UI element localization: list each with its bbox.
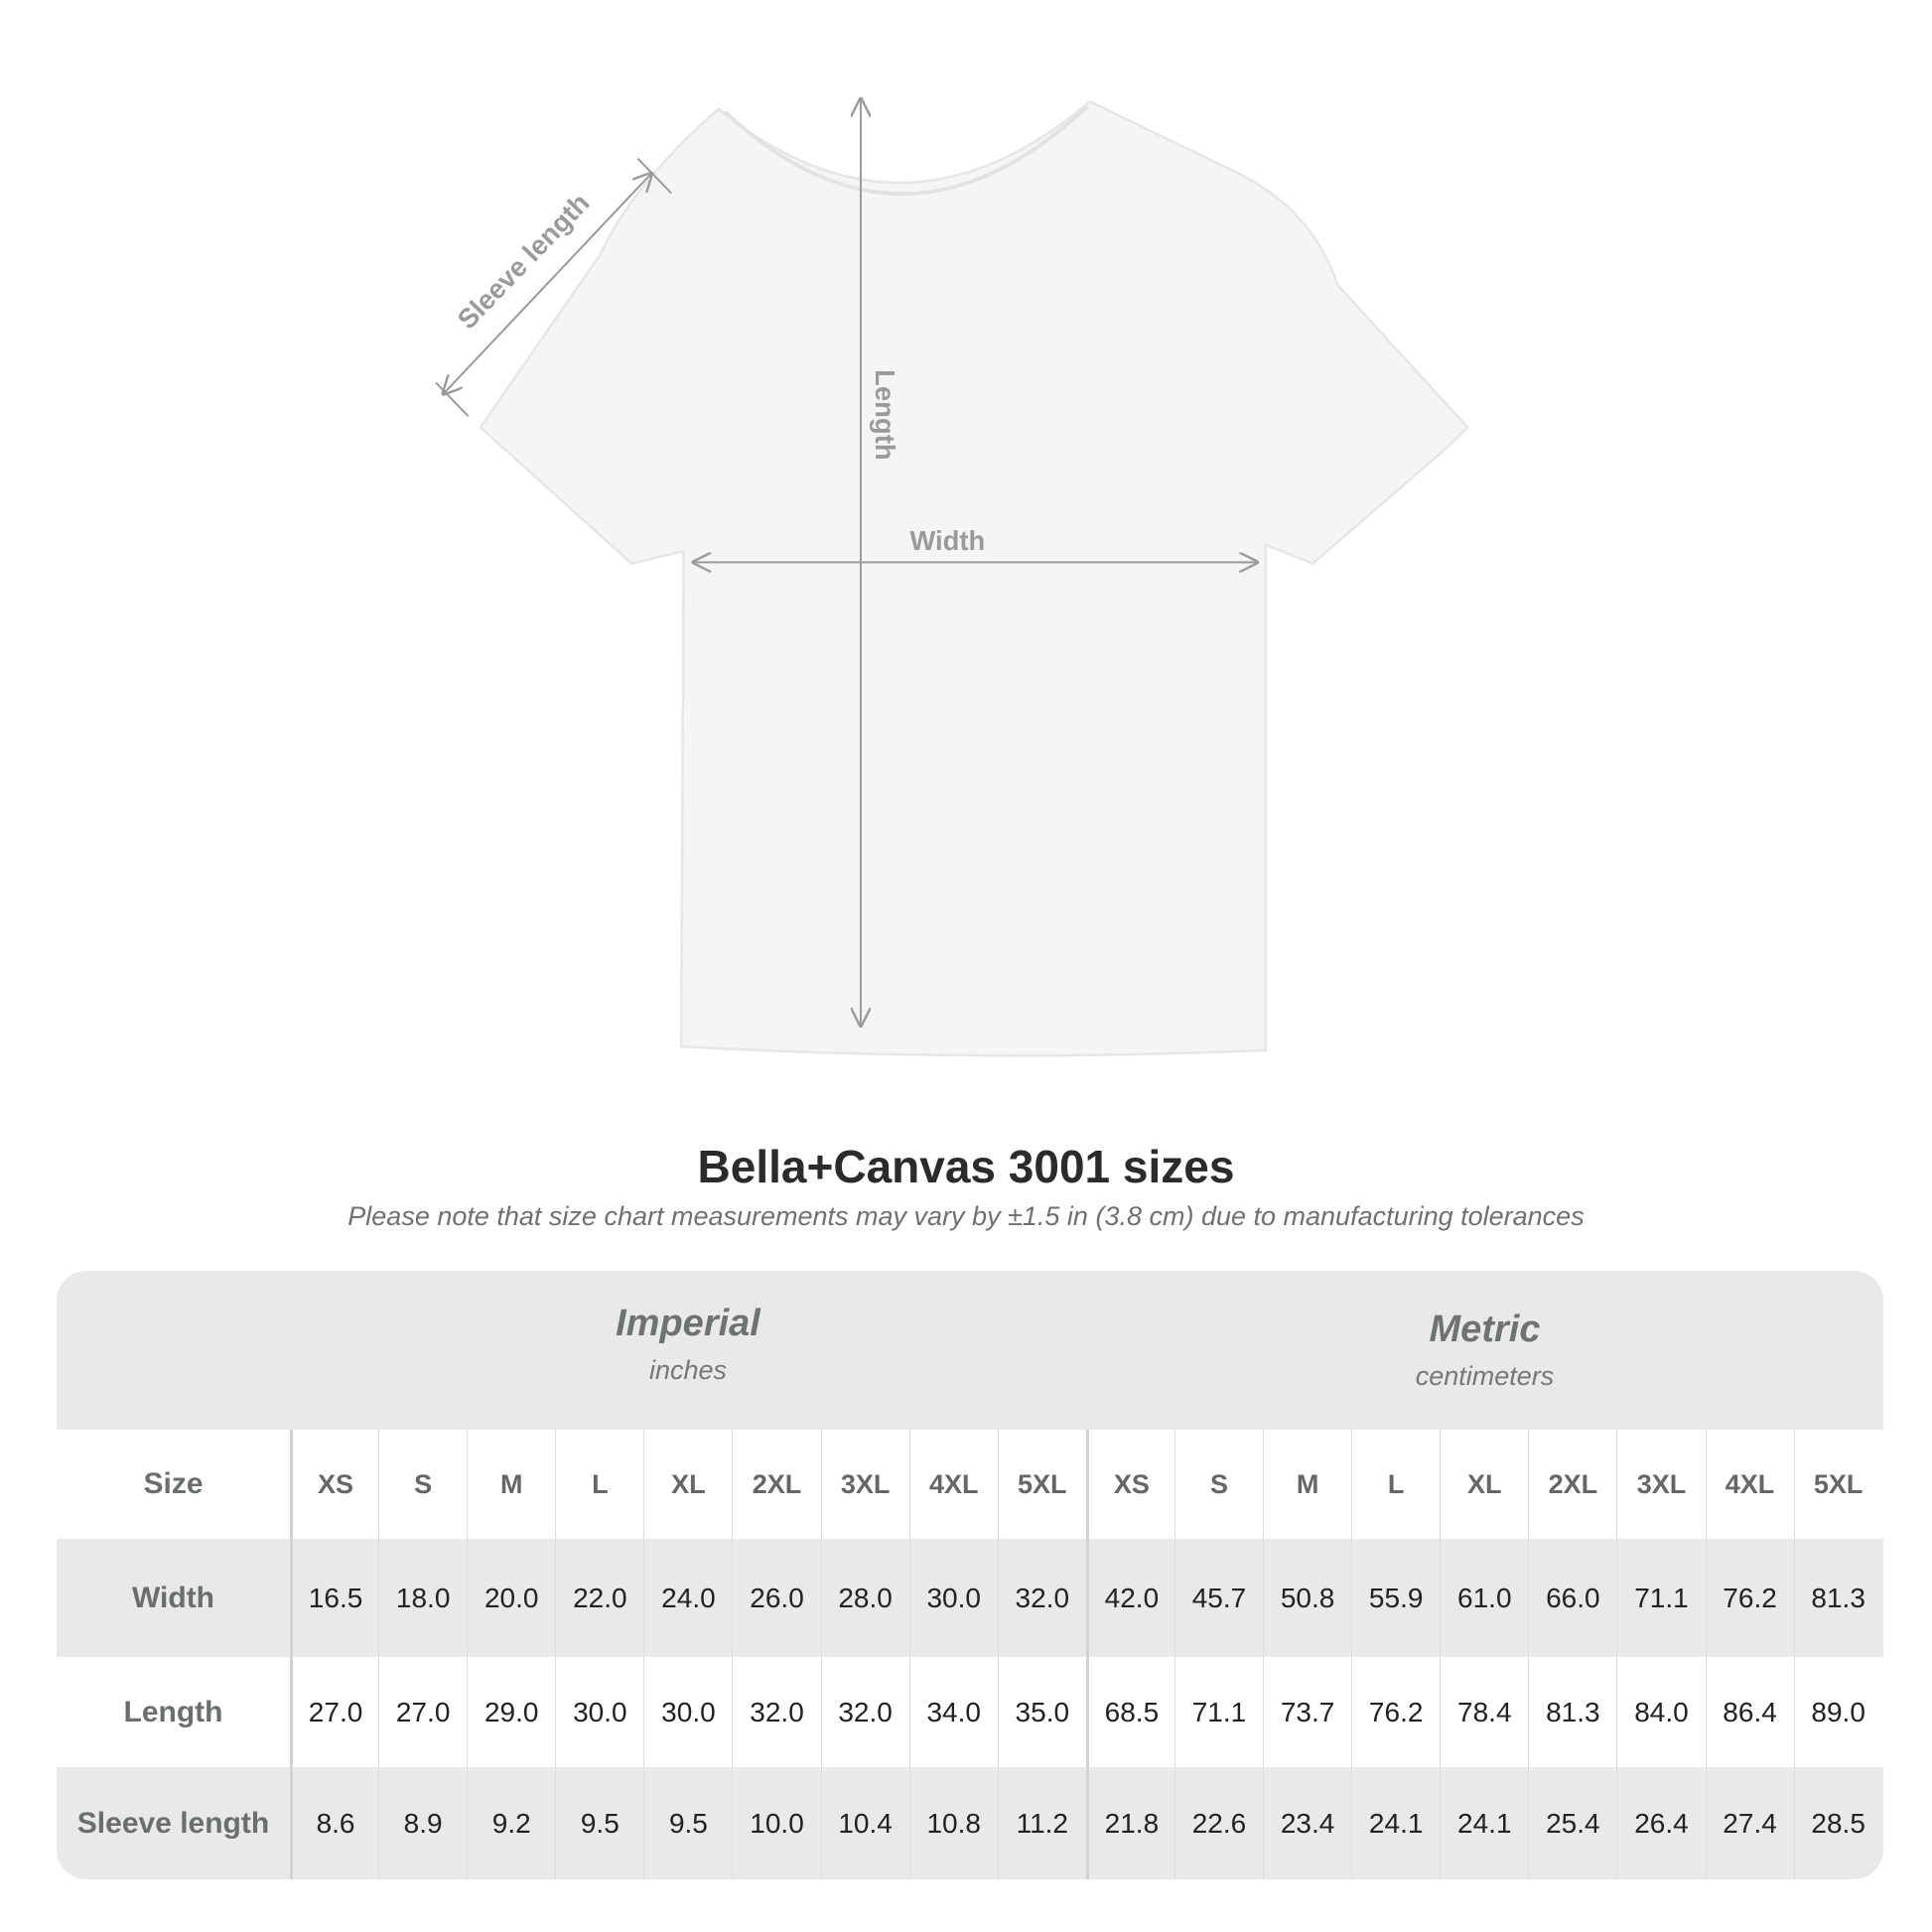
table-cell: 32.0 — [820, 1657, 909, 1767]
table-cell: 24.1 — [1440, 1767, 1528, 1879]
size-header-cell: XS — [290, 1430, 378, 1539]
table-cell: 66.0 — [1528, 1539, 1616, 1657]
size-header-cell: 2XL — [1528, 1430, 1616, 1539]
table-cell: 27.0 — [378, 1657, 467, 1767]
table-cell: 84.0 — [1616, 1657, 1705, 1767]
table-cell: 8.9 — [378, 1767, 467, 1879]
table-cell: 45.7 — [1173, 1539, 1263, 1657]
table-cell: 30.0 — [908, 1539, 998, 1657]
size-header-cell: M — [1263, 1430, 1351, 1539]
table-cell: 24.0 — [643, 1539, 732, 1657]
page-title: Bella+Canvas 3001 sizes — [697, 1141, 1235, 1192]
table-cell: 9.2 — [467, 1767, 555, 1879]
table-cell: 22.0 — [555, 1539, 643, 1657]
table-cell: 20.0 — [467, 1539, 555, 1657]
table-cell: 16.5 — [290, 1539, 378, 1657]
size-header-cell: 4XL — [1705, 1430, 1794, 1539]
table-cell: 50.8 — [1263, 1539, 1351, 1657]
table-cell: 86.4 — [1705, 1657, 1794, 1767]
table-cell: 29.0 — [467, 1657, 555, 1767]
row-label: Width — [131, 1581, 215, 1614]
imperial-unit: inches — [648, 1355, 728, 1385]
table-row-width: Width 16.5 18.0 20.0 22.0 24.0 26.0 28.0 30.0 32.… — [57, 1539, 1883, 1657]
table-cell: 25.4 — [1528, 1767, 1616, 1879]
table-cell: 10.4 — [820, 1767, 909, 1879]
metric-title: Metric — [1429, 1309, 1541, 1350]
table-cell: 68.5 — [1085, 1657, 1174, 1767]
table-cell: 24.1 — [1351, 1767, 1440, 1879]
table-cell: 26.4 — [1616, 1767, 1705, 1879]
table-cell: 18.0 — [378, 1539, 467, 1657]
table-cell: 22.6 — [1173, 1767, 1263, 1879]
tolerance-note: Please note that size chart measurements… — [347, 1201, 1585, 1231]
table-cell: 34.0 — [908, 1657, 998, 1767]
table-cell: 81.3 — [1528, 1657, 1616, 1767]
size-table: Imperial inches Metric centimeters Size … — [57, 1271, 1883, 1879]
table-cell: 71.1 — [1173, 1657, 1263, 1767]
width-label: Width — [909, 525, 985, 556]
table-cell: 76.2 — [1705, 1539, 1794, 1657]
table-cell: 27.0 — [290, 1657, 378, 1767]
table-cell: 76.2 — [1351, 1657, 1440, 1767]
size-header-cell: L — [1351, 1430, 1440, 1539]
table-cell: 32.0 — [732, 1657, 820, 1767]
table-cell: 11.2 — [997, 1767, 1086, 1879]
size-header-cell: 3XL — [820, 1430, 909, 1539]
table-cell: 23.4 — [1263, 1767, 1351, 1879]
table-cell: 26.0 — [732, 1539, 820, 1657]
table-cell: 89.0 — [1793, 1657, 1882, 1767]
table-cell: 78.4 — [1440, 1657, 1528, 1767]
length-label: Length — [870, 369, 900, 460]
row-label: Sleeve length — [76, 1806, 270, 1840]
table-cell: 21.8 — [1085, 1767, 1174, 1879]
table-cell: 9.5 — [643, 1767, 732, 1879]
size-header-cell: 5XL — [1793, 1430, 1882, 1539]
table-cell: 30.0 — [555, 1657, 643, 1767]
table-cell: 30.0 — [643, 1657, 732, 1767]
table-cell: 71.1 — [1616, 1539, 1705, 1657]
table-cell: 27.4 — [1705, 1767, 1794, 1879]
table-cell: 10.0 — [732, 1767, 820, 1879]
table-cell: 61.0 — [1440, 1539, 1528, 1657]
size-header-cell: 4XL — [908, 1430, 998, 1539]
table-cell: 10.8 — [908, 1767, 998, 1879]
size-label: Size — [143, 1467, 204, 1500]
imperial-title: Imperial — [616, 1303, 760, 1344]
size-header-cell: XL — [1440, 1430, 1528, 1539]
imperial-header: Imperial inches — [290, 1303, 1086, 1386]
row-label: Length — [123, 1695, 223, 1728]
metric-unit: centimeters — [1415, 1361, 1555, 1391]
table-row-sleeve-length: Sleeve length 8.6 8.9 9.2 9.5 9.5 10.0 10.4 10.8… — [57, 1767, 1883, 1879]
size-header-cell: S — [1173, 1430, 1263, 1539]
size-header-cell: S — [378, 1430, 467, 1539]
size-header-cell: 5XL — [997, 1430, 1086, 1539]
size-header-cell: M — [467, 1430, 555, 1539]
size-header-cell: 2XL — [732, 1430, 820, 1539]
table-cell: 32.0 — [997, 1539, 1086, 1657]
table-cell: 35.0 — [997, 1657, 1086, 1767]
metric-header: Metric centimeters — [1086, 1309, 1883, 1392]
table-cell: 28.0 — [820, 1539, 909, 1657]
table-cell: 42.0 — [1085, 1539, 1174, 1657]
size-header-cell: 3XL — [1616, 1430, 1705, 1539]
size-header-cell: L — [555, 1430, 643, 1539]
table-cell: 9.5 — [555, 1767, 643, 1879]
table-cell: 28.5 — [1793, 1767, 1882, 1879]
tshirt-body — [479, 99, 1469, 1057]
size-header-cell: XL — [643, 1430, 732, 1539]
table-cell: 8.6 — [290, 1767, 378, 1879]
size-header-cell: XS — [1085, 1430, 1174, 1539]
table-cell: 73.7 — [1263, 1657, 1351, 1767]
table-cell: 55.9 — [1351, 1539, 1440, 1657]
sleeve-arrow — [444, 174, 652, 394]
table-cell: 81.3 — [1793, 1539, 1882, 1657]
header-band — [57, 1271, 1883, 1430]
size-row: Size XS S M L XL 2XL 3XL 4XL 5XL XS S M L XL 2XL 3XL 4XL… — [57, 1430, 1883, 1539]
table-row-length: Length 27.0 27.0 29.0 30.0 30.0 32.0 32.0 34.0 35… — [57, 1657, 1883, 1767]
